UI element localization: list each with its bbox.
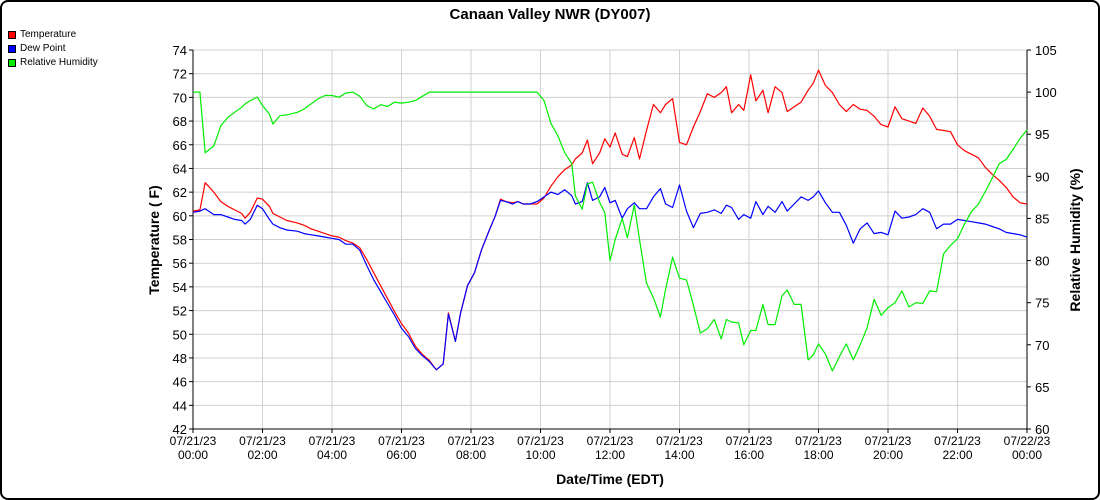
x-tick-label-date: 07/21/23	[170, 434, 217, 448]
y2-tick-label: 75	[1035, 296, 1049, 311]
y2-tick-label: 105	[1035, 43, 1057, 58]
y-tick-label: 62	[173, 185, 187, 200]
x-tick-label-time: 00:00	[178, 448, 208, 462]
axes: 42 44 46 48 50 52 54 56 58 60 62 64 66 68 70 72 74 07/21/…	[170, 43, 1057, 462]
x-tick-label-time: 18:00	[803, 448, 833, 462]
chart-title: Canaan Valley NWR (DY007)	[450, 6, 651, 23]
x-tick-label-time: 20:00	[873, 448, 903, 462]
y-tick-label: 48	[173, 351, 187, 366]
legend: Temperature Dew Point Relative Humidity	[8, 28, 98, 70]
legend-item-dew-point: Dew Point	[8, 42, 98, 56]
series-line-relative-humidity	[193, 91, 1028, 372]
x-tick-label-date: 07/21/23	[726, 434, 773, 448]
x-tick-label-date: 07/21/23	[448, 434, 495, 448]
x-tick-label-date: 07/21/23	[865, 434, 912, 448]
legend-item-temperature: Temperature	[8, 28, 98, 42]
y2-tick-label: 85	[1035, 211, 1049, 226]
x-tick-label-date: 07/21/23	[239, 434, 286, 448]
y-axis-label-right: Relative Humidity (%)	[1067, 168, 1083, 311]
x-tick-label-date: 07/21/23	[309, 434, 356, 448]
y-tick-label: 46	[173, 375, 187, 390]
y-tick-label: 72	[173, 67, 187, 82]
x-tick-label-date: 07/21/23	[378, 434, 425, 448]
x-tick-label-date: 07/21/23	[587, 434, 634, 448]
legend-label-dew-point: Dew Point	[20, 43, 66, 54]
y-tick-label: 42	[173, 422, 187, 437]
x-tick-label-time: 04:00	[317, 448, 347, 462]
y2-tick-label: 100	[1035, 85, 1057, 100]
y-tick-label: 68	[173, 114, 187, 129]
y-tick-label: 50	[173, 327, 187, 342]
y-tick-label: 74	[173, 43, 187, 58]
y-tick-label: 54	[173, 280, 187, 295]
y-tick-label: 44	[173, 398, 187, 413]
x-tick-label-date: 07/21/23	[934, 434, 981, 448]
x-tick-label-time: 12:00	[595, 448, 625, 462]
y2-tick-label: 80	[1035, 254, 1049, 269]
x-tick-label-time: 22:00	[942, 448, 972, 462]
series-group	[192, 69, 1028, 372]
y-tick-label: 64	[173, 161, 187, 176]
legend-swatch-temperature	[8, 31, 16, 39]
x-tick-label-time: 02:00	[247, 448, 277, 462]
legend-label-temperature: Temperature	[20, 29, 77, 40]
x-tick-label-date: 07/21/23	[517, 434, 564, 448]
y-tick-label: 58	[173, 233, 187, 248]
y-tick-label: 66	[173, 138, 187, 153]
legend-label-relative-humidity: Relative Humidity	[20, 57, 98, 68]
series-line-dew-point	[192, 182, 1028, 371]
y-tick-label: 52	[173, 304, 187, 319]
x-tick-label-time: 00:00	[1012, 448, 1042, 462]
y2-tick-label: 70	[1035, 338, 1049, 353]
x-tick-label-date: 07/21/23	[656, 434, 703, 448]
y2-tick-label: 95	[1035, 127, 1049, 142]
x-tick-label-time: 16:00	[734, 448, 764, 462]
x-tick-label-date: 07/22/23	[1004, 434, 1051, 448]
y2-tick-label: 65	[1035, 380, 1049, 395]
x-tick-label-date: 07/21/23	[795, 434, 842, 448]
series-line-temperature	[192, 69, 1028, 371]
legend-swatch-dew-point	[8, 45, 16, 53]
y2-tick-label: 60	[1035, 422, 1049, 437]
x-tick-label-time: 06:00	[386, 448, 416, 462]
y2-tick-label: 90	[1035, 169, 1049, 184]
y-axis-label-left: Temperature ( F)	[146, 185, 162, 294]
legend-item-relative-humidity: Relative Humidity	[8, 56, 98, 70]
x-tick-label-time: 14:00	[664, 448, 694, 462]
y-tick-label: 56	[173, 256, 187, 271]
x-tick-label-time: 08:00	[456, 448, 486, 462]
legend-swatch-relative-humidity	[8, 59, 16, 67]
grid	[192, 49, 1028, 430]
y-tick-label: 60	[173, 209, 187, 224]
x-axis-label: Date/Time (EDT)	[556, 471, 664, 487]
y-tick-label: 70	[173, 90, 187, 105]
x-tick-label-time: 10:00	[525, 448, 555, 462]
